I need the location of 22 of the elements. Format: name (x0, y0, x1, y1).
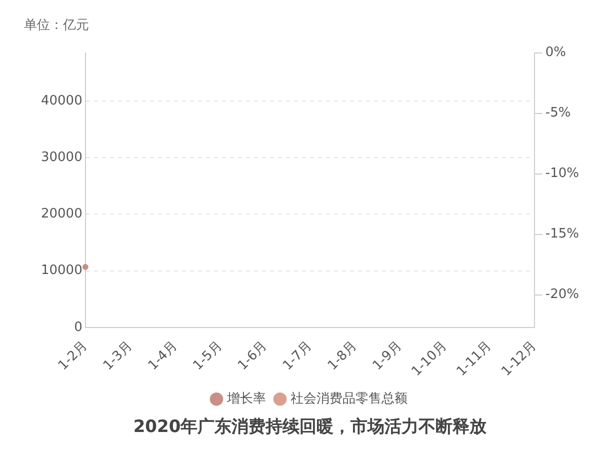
text: 2020年广东消费持续回暖，市场活力不断释放 (133, 417, 488, 438)
text: 单位：亿元 (24, 18, 89, 33)
x-tick-label: 1-7月 (280, 338, 316, 374)
x-tick-label: 1-8月 (325, 338, 360, 374)
x-tick-label: 1-2月 (56, 338, 91, 374)
x-tick-label: 1-6月 (235, 338, 270, 374)
y-tick-label: 30000 (40, 150, 82, 165)
legend-label: 社会消费品零售总额 (290, 391, 408, 406)
legend-label: 增长率 (226, 390, 266, 406)
x-tick-label: 1-4月 (146, 338, 180, 374)
y2-tick-label: 0% (545, 45, 566, 60)
x-tick-label: 1-5月 (190, 338, 226, 374)
y-tick-label: 40000 (40, 93, 82, 108)
x-tick-label: 1-9月 (370, 338, 405, 374)
y-tick-label: 10000 (40, 263, 82, 278)
x-tick-label: 1-3月 (100, 338, 136, 374)
y-tick-label: 0 (74, 320, 82, 335)
y2-tick-label: -20% (545, 287, 580, 302)
y2-tick-label: -5% (545, 106, 571, 121)
y-tick-label: 20000 (40, 206, 82, 222)
y2-tick-label: -15% (545, 226, 580, 242)
y2-tick-label: -10% (545, 166, 580, 182)
